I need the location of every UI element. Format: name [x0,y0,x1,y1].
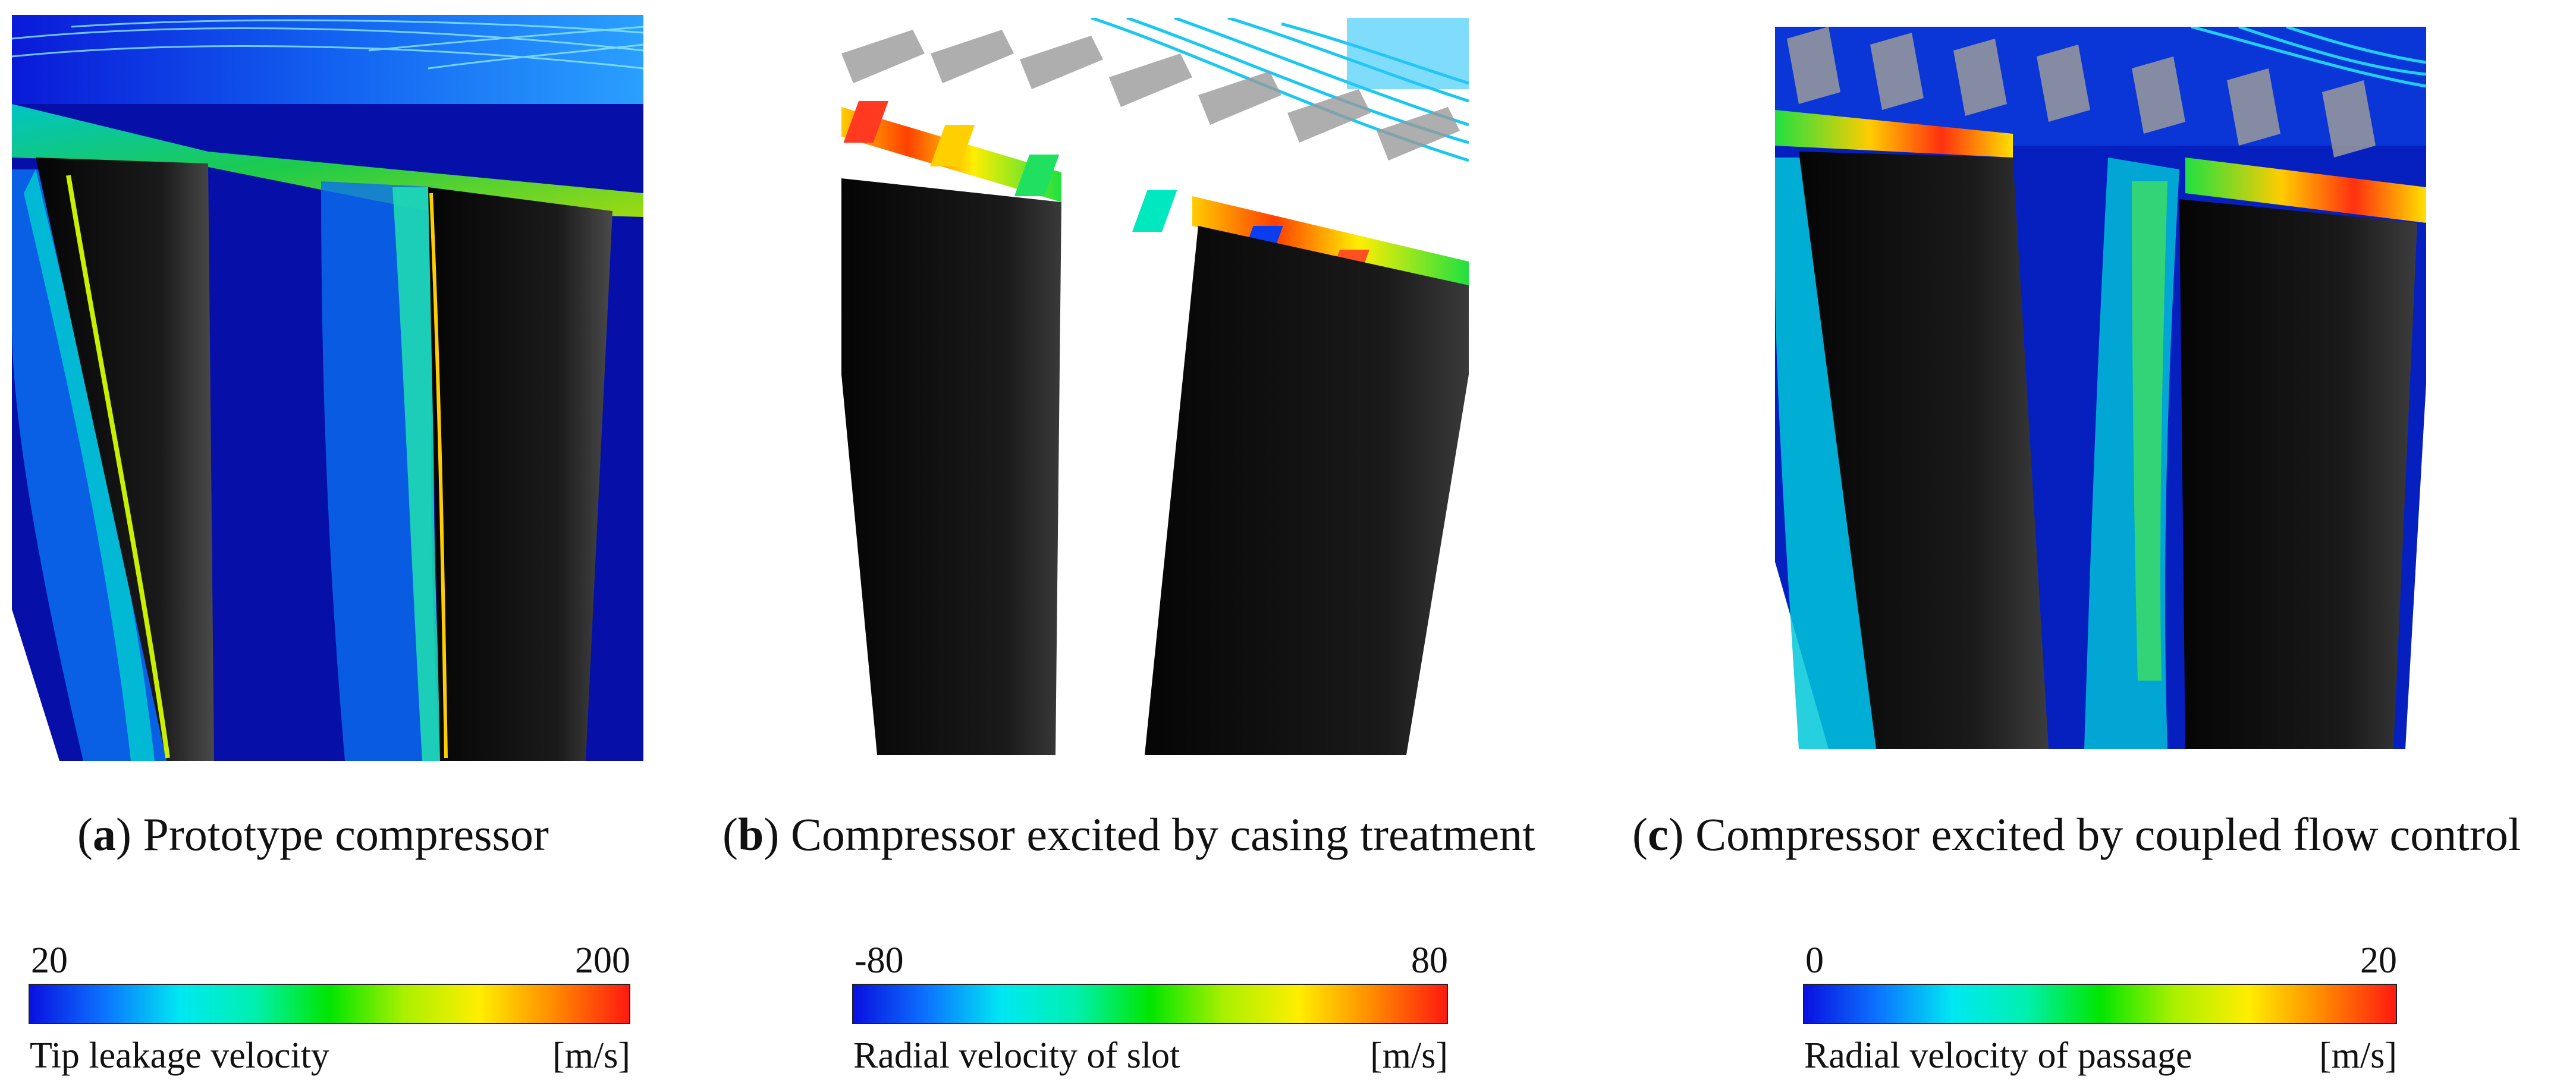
legend-b-title: Radial velocity of slot [853,1035,1180,1076]
legend-b-min: -80 [855,940,904,981]
legend-c-unit: [m/s] [2319,1035,2397,1076]
caption-b: (b) Compressor excited by casing treatme… [722,808,1535,860]
caption-a-text: Prototype compressor [143,808,549,860]
colorbar-a [29,984,630,1024]
caption-c-text: Compressor excited by coupled flow contr… [1695,808,2521,860]
caption-a: (a) Prototype compressor [77,808,549,860]
image-panel-c [1775,27,2426,749]
image-panel-b [841,18,1469,755]
legend-b-max: 80 [1411,940,1448,981]
legend-a-unit: [m/s] [552,1035,630,1076]
legend-b-unit: [m/s] [1370,1035,1448,1076]
caption-b-text: Compressor excited by casing treatment [790,808,1535,860]
caption-b-label: b [737,808,764,860]
caption-c-label: c [1647,808,1669,860]
legend-c-title: Radial velocity of passage [1804,1035,2192,1076]
legend-a-title: Tip leakage velocity [30,1035,329,1076]
legend-c-max: 20 [2360,940,2397,981]
colorbar-c [1803,984,2397,1024]
colorbar-b [852,984,1448,1024]
caption-c: (c) Compressor excited by coupled flow c… [1632,808,2521,860]
legend-a-min: 20 [31,940,68,981]
caption-a-label: a [92,808,116,860]
legend-c-min: 0 [1805,940,1824,981]
image-panel-a [12,15,643,761]
legend-a-max: 200 [575,940,630,981]
